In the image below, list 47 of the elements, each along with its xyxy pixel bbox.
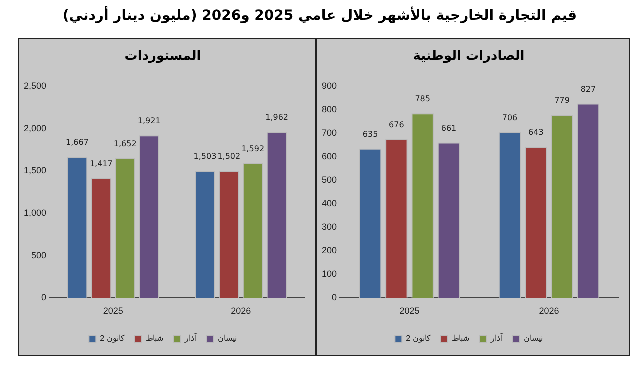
data-label: 785 [415, 94, 430, 104]
data-label: 635 [362, 130, 378, 139]
x-tick-label: 2026 [231, 306, 252, 316]
text: قيم التجارة الخارجية بالأشهر خلال عامي 2025 و2026 (مليون دينار أردني) [62, 8, 578, 24]
chart-title: الصادرات الوطنية [413, 49, 525, 64]
y-tick-label: 800 [322, 104, 338, 115]
legend-label: آذار [490, 333, 504, 344]
x-tick-label: 2025 [103, 306, 124, 316]
x-tick-label: 2025 [400, 306, 420, 316]
y-tick-label: 500 [322, 175, 338, 186]
data-label: 1,962 [266, 113, 289, 122]
data-label: 643 [528, 128, 544, 138]
data-label: 676 [389, 120, 404, 130]
data-label: 661 [441, 124, 457, 133]
legend-label: شباط [146, 334, 164, 344]
legend-label: شباط [452, 334, 470, 344]
data-label: 706 [502, 113, 518, 122]
legend-label: كانون 2 [406, 334, 431, 344]
y-tick-label: 100 [322, 269, 338, 280]
legend-label: كانون 2 [100, 334, 125, 344]
data-label: 779 [554, 96, 570, 106]
y-tick-label: 400 [322, 198, 338, 209]
y-tick-label: 300 [322, 222, 338, 232]
data-label: 1,592 [242, 144, 265, 154]
y-tick-label: 0 [42, 292, 47, 303]
legend-label: آذار [184, 333, 198, 344]
data-label: 1,667 [66, 138, 89, 148]
y-tick-label: 700 [322, 128, 338, 138]
y-tick-label: 0 [332, 292, 338, 303]
data-label: 827 [580, 84, 596, 94]
y-tick-label: 600 [322, 152, 338, 162]
legend-label: نيسان [218, 334, 237, 344]
y-tick-label: 2,000 [24, 123, 47, 134]
data-label: 1,417 [90, 159, 113, 168]
chart-title: المستوردات [124, 49, 202, 64]
y-tick-label: 500 [31, 250, 47, 260]
y-tick-label: 2,500 [24, 81, 47, 92]
y-tick-label: 900 [322, 81, 338, 92]
x-tick-label: 2026 [539, 306, 560, 316]
data-label: 1,652 [114, 139, 137, 148]
data-label: 1,503 [194, 152, 217, 162]
data-label: 1,502 [218, 152, 241, 162]
legend-label: نيسان [524, 334, 543, 344]
data-label: 1,921 [138, 116, 161, 126]
y-tick-label: 200 [322, 246, 338, 256]
y-tick-label: 1,000 [24, 208, 47, 218]
y-tick-label: 1,500 [24, 166, 47, 176]
